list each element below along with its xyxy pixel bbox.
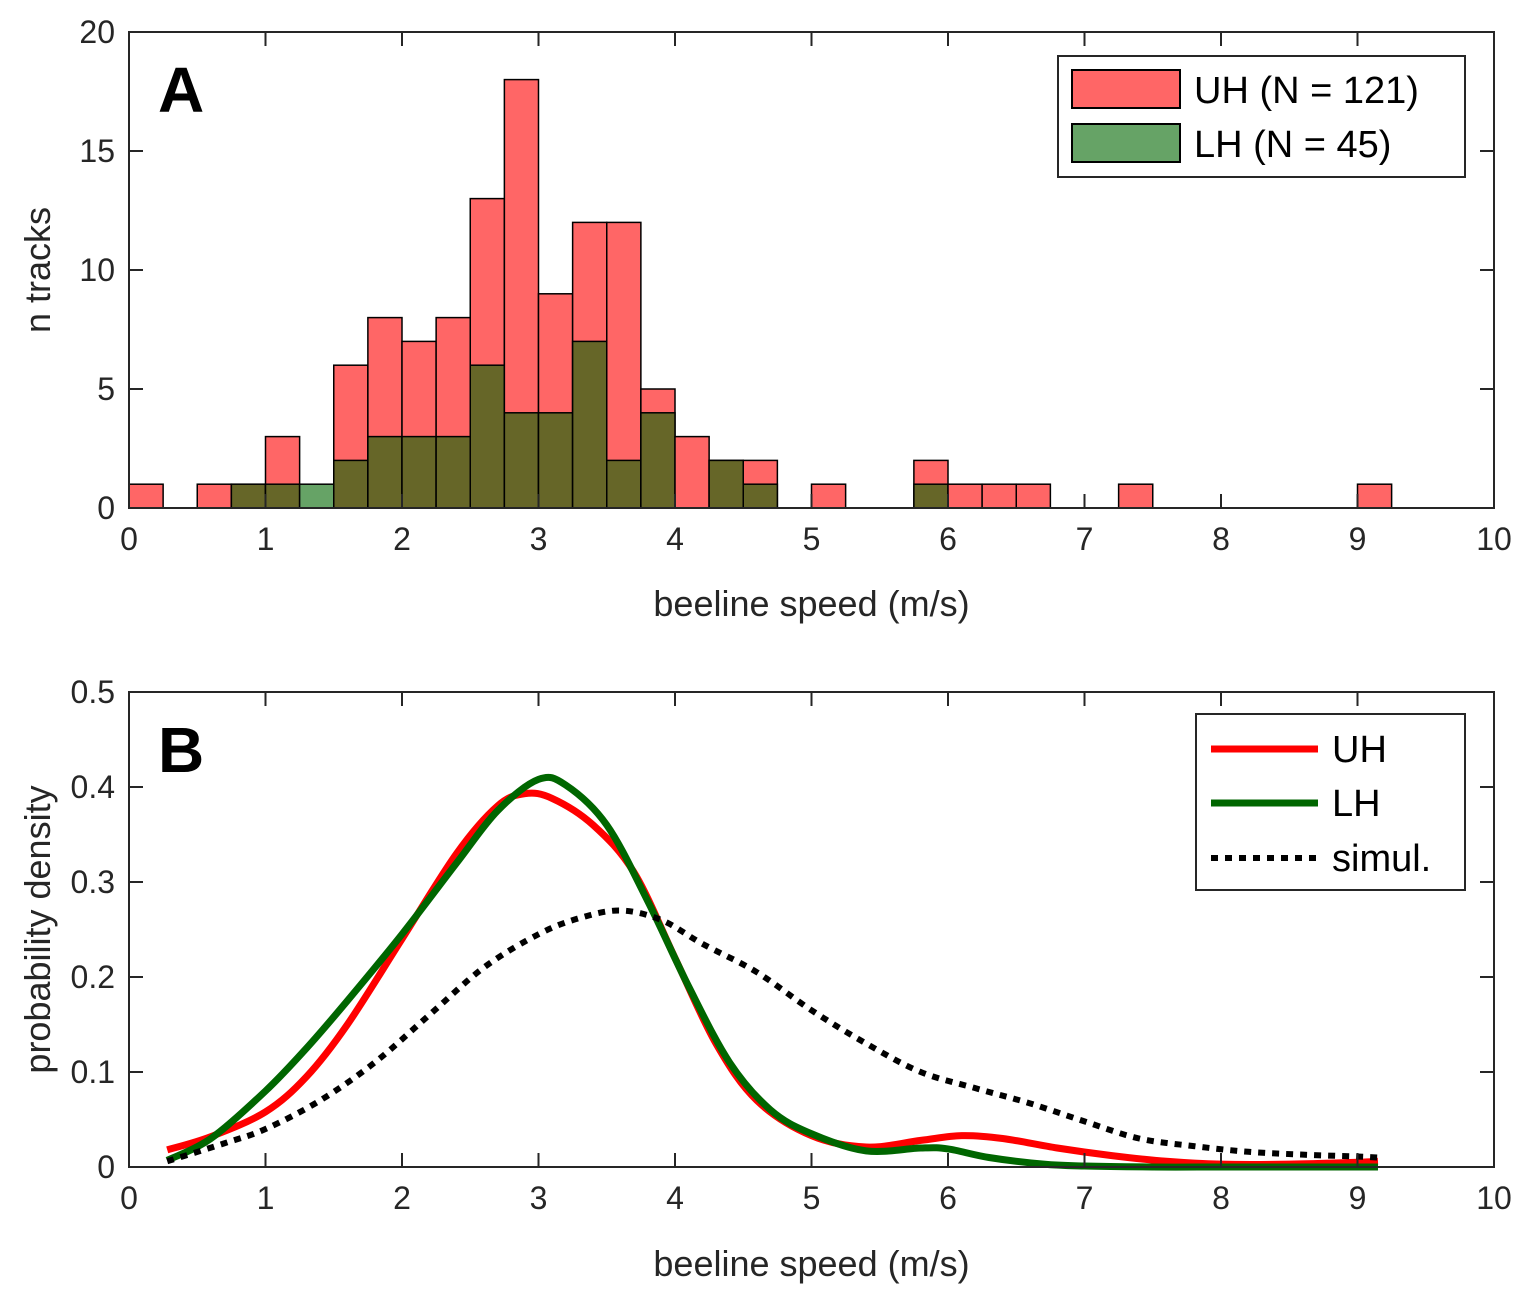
bar-uh [810,483,847,509]
panel-b-density: 0 1 2 3 4 5 6 7 8 9 10 0 0.1 0.2 0.3 0.4 0.5 B beeline s… [17,674,1512,1284]
y-tick-label: 0 [97,490,115,526]
bar-lh [469,364,506,509]
legend-label-lh-density: LH [1332,783,1381,825]
bar-lh [230,483,267,509]
legend-label-uh-density: UH [1332,729,1387,771]
x-tick-label: 9 [1349,521,1367,557]
x-tick-label: 3 [530,521,548,557]
y-tick-label: 20 [79,14,115,50]
x-tick-label: 7 [1076,1180,1094,1216]
x-tick-label: 8 [1212,1180,1230,1216]
x-tick-label: 1 [257,1180,275,1216]
x-tick-label: 7 [1076,521,1094,557]
bar-uh [981,483,1017,509]
bar-lh [708,459,744,509]
panel-a-histogram: 0 1 2 3 4 5 6 7 8 9 10 0 5 10 15 20 A beeline speed (m/… [17,14,1512,624]
x-tick-label: 6 [939,1180,957,1216]
x-tick-label: 5 [803,1180,821,1216]
panel-a-x-axis-label: beeline speed (m/s) [653,583,969,624]
x-tick-label: 2 [393,521,411,557]
panel-b-y-axis-label: probability density [17,785,58,1073]
legend-label-uh: UH (N = 121) [1194,70,1419,112]
legend-label-lh: LH (N = 45) [1194,124,1391,166]
bar-uh [196,483,233,509]
y-tick-label: 0 [97,1149,115,1185]
bar-uh [674,435,710,509]
panel-b-x-axis-label: beeline speed (m/s) [653,1243,969,1284]
y-tick-label: 10 [79,252,115,288]
x-tick-label: 10 [1476,1180,1512,1216]
x-tick-label: 9 [1349,1180,1367,1216]
bar-lh [606,459,642,509]
y-tick-label: 0.3 [71,864,115,900]
x-tick-label: 8 [1212,521,1230,557]
y-tick-label: 5 [97,371,115,407]
panel-a-letter: A [158,54,204,126]
y-tick-label: 15 [79,133,115,169]
y-tick-label: 0.2 [71,959,115,995]
line-simul [166,907,1379,1165]
bar-uh [1117,483,1154,509]
x-tick-label: 0 [120,1180,138,1216]
x-tick-label: 0 [120,521,138,557]
x-tick-label: 3 [530,1180,548,1216]
panel-a-bars [128,78,1393,509]
panel-a-legend: UH (N = 121) LH (N = 45) [1057,55,1466,178]
x-tick-label: 2 [393,1180,411,1216]
bar-lh [367,435,403,509]
legend-swatch-uh [1071,69,1181,109]
x-tick-label: 5 [803,521,821,557]
bar-lh [435,435,471,509]
bar-lh [640,412,676,509]
bar-lh [571,340,608,509]
x-tick-label: 10 [1476,521,1512,557]
bar-lh [264,483,301,509]
y-tick-label: 0.5 [71,674,115,710]
x-tick-label: 4 [666,521,684,557]
y-tick-label: 0.4 [71,769,115,805]
bar-lh [742,483,779,509]
bar-uh [128,483,164,509]
x-tick-label: 1 [257,521,275,557]
y-tick-label: 0.1 [71,1054,115,1090]
panel-a-y-axis-label: n tracks [17,207,58,333]
x-tick-label: 4 [666,1180,684,1216]
panel-b-letter: B [158,714,204,786]
panel-a-ticks: 0 1 2 3 4 5 6 7 8 9 10 0 5 10 15 20 [79,14,1511,557]
panel-b-legend: UH LH simul. [1195,713,1466,891]
bar-lh [913,483,949,509]
bar-uh [1015,483,1052,509]
legend-label-simul: simul. [1332,838,1431,880]
legend-swatch-lh [1071,123,1181,163]
bar-lh [401,435,437,509]
x-tick-label: 6 [939,521,957,557]
bar-lh [333,459,369,509]
bar-uh [1356,483,1393,509]
bar-lh [537,412,574,509]
panel-b-ticks: 0 1 2 3 4 5 6 7 8 9 10 0 0.1 0.2 0.3 0.4 0.5 [71,674,1512,1216]
bar-lh [503,412,540,509]
bar-lh [298,483,335,509]
bar-uh [947,483,983,509]
